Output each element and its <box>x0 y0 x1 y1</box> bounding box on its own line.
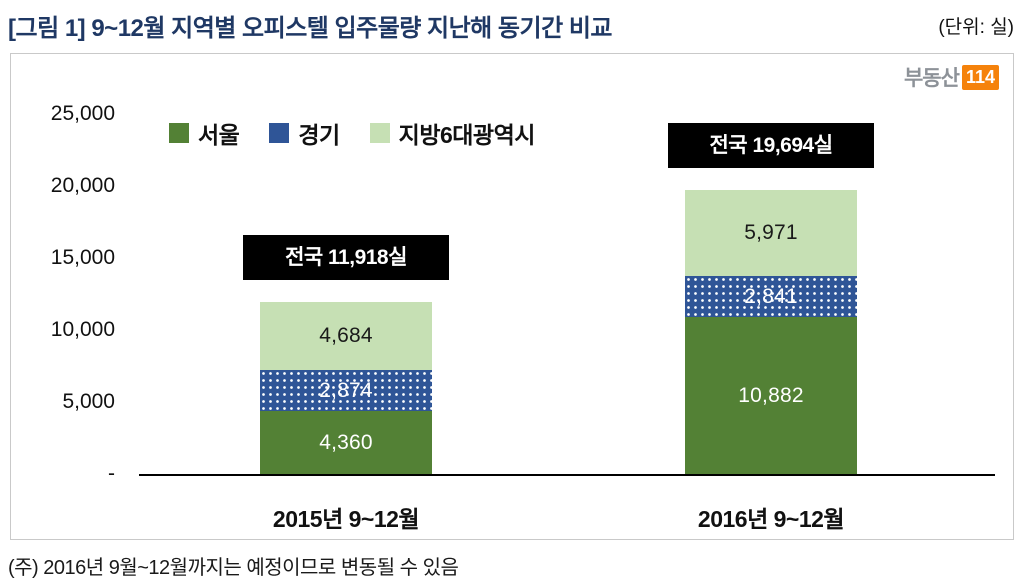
legend-swatch <box>369 123 390 143</box>
total-label: 전국 11,918실 <box>243 235 449 281</box>
bar-segment: 4,684 <box>260 302 432 370</box>
legend-item: 지방6대광역시 <box>369 116 536 150</box>
logo-text: 부동산 <box>903 67 960 90</box>
bar-segment: 4,360 <box>260 411 432 474</box>
legend-swatch <box>169 123 189 143</box>
legend-label: 경기 <box>298 122 340 148</box>
chart-area: 부동산 114 25,000 20,000 15,000 10,000 5,000 - 서… <box>10 53 1014 540</box>
bar-segment: 2,841 <box>685 276 857 318</box>
legend-item: 경기 <box>269 116 340 150</box>
unit-label: (단위: 실) <box>938 17 1014 38</box>
legend-label: 지방6대광역시 <box>398 122 536 148</box>
footnote: (주) 2016년 9월~12월까지는 예정이므로 변동될 수 있음 <box>8 557 459 579</box>
stacked-bar: 5,971 2,841 10,882 <box>685 190 857 474</box>
x-axis-category-label: 2016년 9~12월 <box>697 506 845 532</box>
y-tick-label: 25,000 <box>50 102 115 125</box>
legend-swatch <box>269 123 290 143</box>
bar-segment: 2,874 <box>260 369 432 412</box>
y-tick-label: - <box>108 462 115 485</box>
legend-item: 서울 <box>169 116 240 150</box>
legend: 서울 경기 지방6대광역시 <box>169 116 535 150</box>
y-tick-label: 10,000 <box>50 318 115 341</box>
brand-logo: 부동산 114 <box>904 62 999 92</box>
total-label: 전국 19,694실 <box>668 123 874 169</box>
stacked-bar: 4,684 2,874 4,360 <box>260 302 432 474</box>
legend-label: 서울 <box>198 122 240 148</box>
x-axis-category-label: 2015년 9~12월 <box>272 506 420 532</box>
bar-segment: 5,971 <box>685 190 857 277</box>
x-axis-line <box>139 474 995 476</box>
y-tick-label: 5,000 <box>62 390 115 413</box>
y-tick-label: 15,000 <box>50 246 115 269</box>
page-title: [그림 1] 9~12월 지역별 오피스텔 입주물량 지난해 동기간 비교 <box>8 15 613 42</box>
chart-header: [그림 1] 9~12월 지역별 오피스텔 입주물량 지난해 동기간 비교 (단… <box>0 0 1024 47</box>
logo-badge: 114 <box>961 64 999 90</box>
y-tick-label: 20,000 <box>50 174 115 197</box>
bar-segment: 10,882 <box>685 317 857 474</box>
